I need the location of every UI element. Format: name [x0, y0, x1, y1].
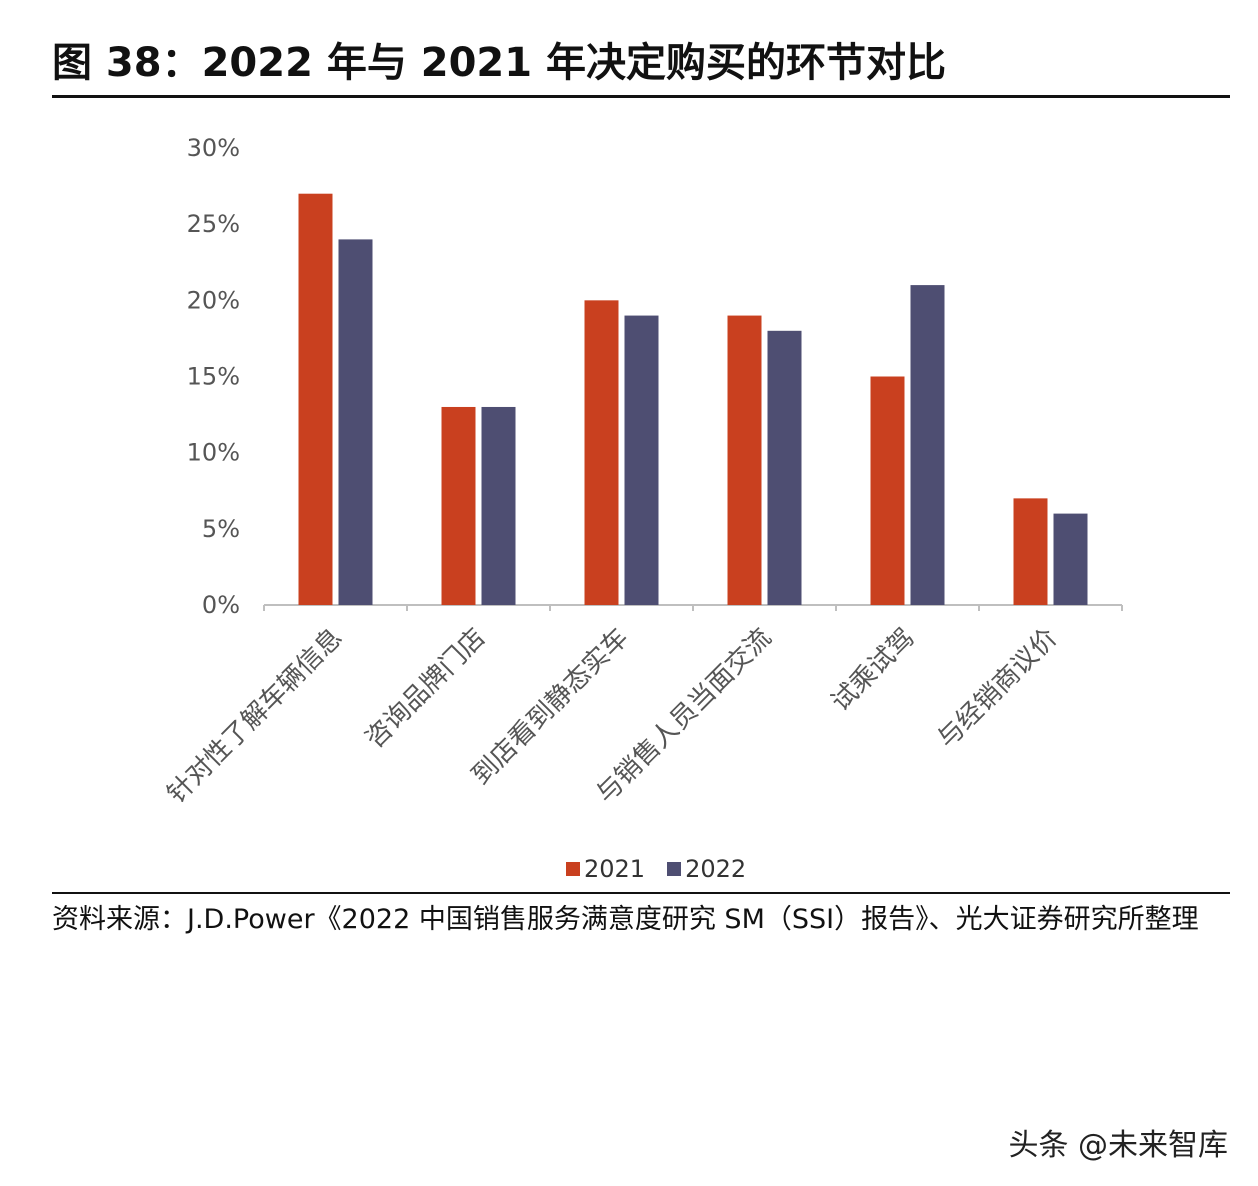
y-tick-label: 20%: [187, 286, 240, 314]
bar-2021-5: [1013, 498, 1048, 605]
category-label: 针对性了解车辆信息: [162, 623, 349, 810]
y-tick-label: 25%: [187, 210, 240, 238]
title-divider: [52, 95, 1230, 98]
y-tick-label: 30%: [187, 134, 240, 162]
legend-swatch-2022: [667, 862, 682, 876]
legend-swatch-2021: [566, 862, 580, 876]
bar-2021-1: [441, 406, 476, 605]
bar-chart: 0% 5% 10% 15% 20% 25% 30% 针对性了解车辆信息 咨询品牌门店到店看到静态…: [162, 134, 1123, 810]
chart-legend: 2021 2022: [566, 855, 746, 883]
bar-2022-1: [481, 406, 516, 605]
y-tick-label: 10%: [187, 439, 240, 467]
bar-2022-0: [338, 239, 373, 605]
source-note: 资料来源：J.D.Power《2022 中国销售服务满意度研究 SM（SSI）报…: [52, 904, 1199, 935]
category-label: 试乘试驾: [826, 623, 921, 718]
bar-2022-2: [624, 315, 659, 605]
bar-2021-2: [584, 300, 619, 605]
category-label: 与经销商议价: [932, 623, 1064, 755]
legend-item-2022: 2022: [667, 855, 746, 883]
y-tick-label: 0%: [202, 591, 240, 619]
chart-title: 图 38：2022 年与 2021 年决定购买的环节对比: [52, 40, 947, 86]
category-label: 咨询品牌门店: [360, 623, 492, 755]
bar-2022-5: [1053, 513, 1088, 605]
y-tick-label: 5%: [202, 515, 240, 543]
source-divider: [52, 892, 1230, 894]
bar-2021-3: [727, 315, 762, 605]
watermark-text: 头条 @未来智库: [1008, 1128, 1228, 1163]
y-tick-label: 15%: [187, 363, 240, 391]
legend-label-2021: 2021: [584, 855, 646, 883]
legend-label-2022: 2022: [685, 855, 747, 883]
bar-2022-3: [767, 330, 802, 605]
bar-2022-4: [910, 285, 945, 605]
category-label: 到店看到静态实车: [466, 623, 634, 791]
bar-2021-4: [870, 376, 905, 605]
bar-2021-0: [298, 193, 333, 605]
legend-item-2021: 2021: [566, 855, 645, 883]
